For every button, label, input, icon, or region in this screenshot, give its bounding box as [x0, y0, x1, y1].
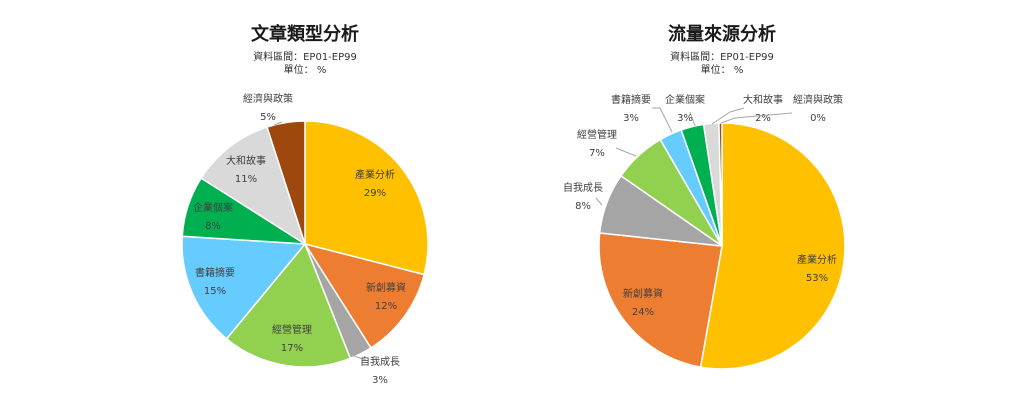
slice-percent: 29%	[364, 188, 386, 199]
slice-label: 經濟與政策	[793, 93, 843, 106]
chart1-unit: 單位： %	[284, 63, 327, 76]
pie-slice	[181, 235, 307, 340]
chart2-header: 流量來源分析 資料區間：EP01-EP99 單位： %	[668, 23, 776, 76]
pie-slice	[266, 120, 306, 245]
slice-label: 企業個案	[665, 93, 705, 106]
leader-line	[273, 121, 283, 126]
slice-percent: 7%	[589, 148, 605, 159]
chart2-date-range: 資料區間：EP01-EP99	[670, 50, 774, 63]
slice-label: 經濟與政策	[243, 92, 293, 105]
slice-percent: 8%	[205, 221, 221, 232]
slice-percent: 0%	[810, 113, 826, 124]
slice-percent: 3%	[372, 375, 388, 386]
slice-label: 自我成長	[360, 355, 400, 368]
slice-percent: 17%	[281, 343, 303, 354]
slice-percent: 2%	[755, 113, 771, 124]
slice-label: 大和故事	[743, 93, 783, 106]
chart1-pie: 產業分析 29% 新創募資 12% 自我成長 3% 經營管理 17% 書籍摘要 15% 企業個案 8%…	[181, 92, 429, 386]
slice-label: 經營管理	[577, 128, 617, 141]
pie-slice	[200, 126, 307, 246]
slice-label: 新創募資	[623, 287, 663, 300]
slice-percent: 11%	[235, 174, 257, 185]
slice-percent: 5%	[260, 112, 276, 123]
slice-percent: 12%	[375, 301, 397, 312]
slice-percent: 3%	[677, 113, 693, 124]
slice-percent: 53%	[806, 273, 828, 284]
slice-percent: 3%	[623, 113, 639, 124]
chart1-title: 文章類型分析	[251, 23, 359, 45]
pie-slice	[304, 120, 429, 276]
slice-label: 新創募資	[366, 281, 406, 294]
slice-percent: 15%	[204, 286, 226, 297]
slice-label: 大和故事	[226, 154, 266, 167]
slice-label: 書籍摘要	[195, 266, 235, 279]
slice-label: 產業分析	[355, 168, 395, 181]
slice-label: 書籍摘要	[611, 93, 651, 106]
chart2-unit: 單位： %	[701, 63, 744, 76]
chart2-title: 流量來源分析	[668, 23, 776, 45]
chart1-date-range: 資料區間：EP01-EP99	[253, 50, 357, 63]
leader-line	[711, 107, 745, 125]
leader-line	[615, 147, 637, 157]
leader-line	[652, 107, 673, 133]
chart2-pie: 產業分析 53% 新創募資 24% 自我成長 8% 經營管理 7% 書籍摘要 3% 企業個案 3% 大和…	[563, 93, 846, 370]
leader-line	[689, 111, 696, 127]
pie-slice	[303, 242, 426, 349]
slice-label: 產業分析	[797, 253, 837, 266]
pie-slice	[699, 122, 846, 370]
slice-label: 自我成長	[563, 181, 603, 194]
chart1-header: 文章類型分析 資料區間：EP01-EP99 單位： %	[251, 23, 359, 76]
slice-percent: 24%	[632, 307, 654, 318]
leader-line	[595, 197, 603, 206]
leader-line	[353, 355, 367, 361]
pie-slice	[225, 242, 352, 368]
slice-percent: 8%	[575, 201, 591, 212]
slice-label: 經營管理	[272, 323, 312, 336]
slice-label: 企業個案	[193, 201, 233, 214]
pie-slice	[598, 232, 723, 368]
leader-line	[720, 112, 793, 124]
